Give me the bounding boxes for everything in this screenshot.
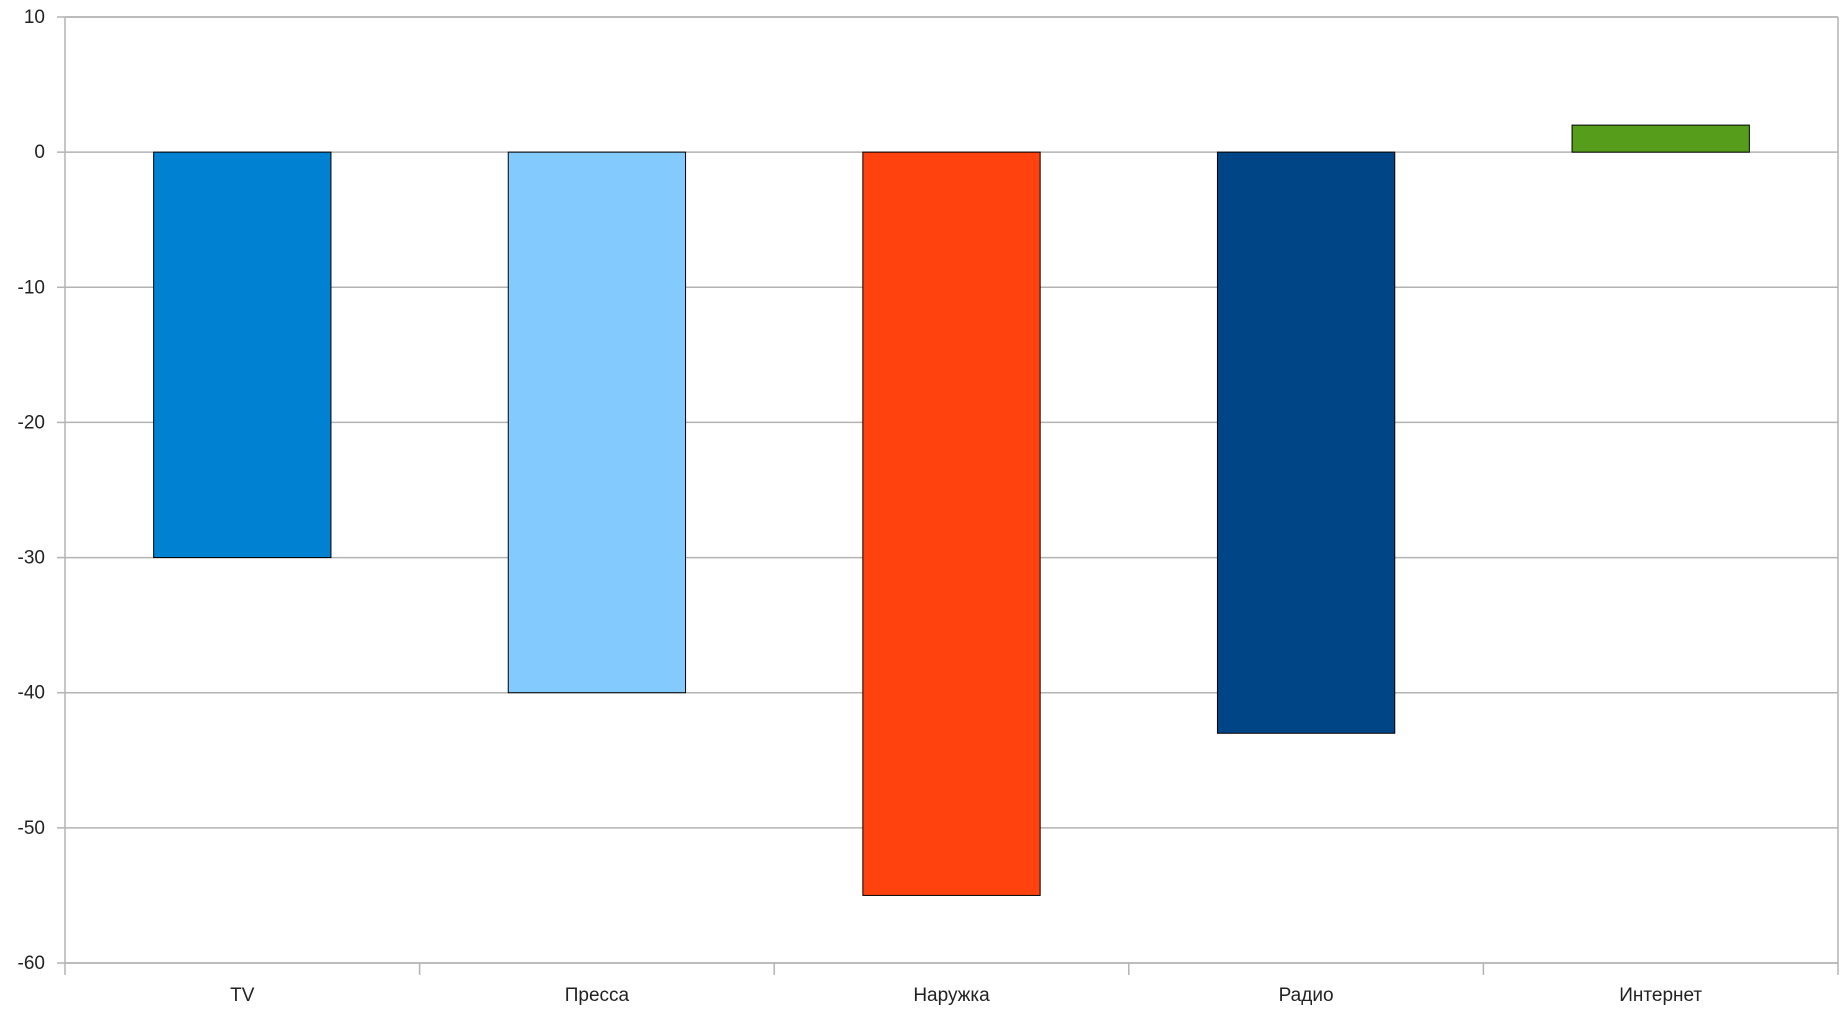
bar-2: [862, 151, 1041, 896]
y-tick-label: -10: [18, 277, 45, 298]
bar-0: [153, 151, 332, 559]
bar-3: [1216, 151, 1396, 734]
x-tick-labels: TV Пресса Наружка Радио Интернет: [230, 985, 1702, 1006]
y-tick-label: -30: [18, 548, 45, 569]
y-tick-label: -60: [18, 953, 45, 974]
bar-4: [1571, 124, 1750, 153]
x-tick-label: Интернет: [1619, 985, 1702, 1006]
x-tick-label: Пресса: [565, 985, 630, 1006]
bars: [153, 124, 1750, 896]
y-tick-label: 0: [34, 142, 45, 163]
y-tick-labels: 10 0 -10 -20 -30 -40 -50 -60: [18, 7, 45, 974]
y-tick-label: -20: [18, 412, 45, 433]
x-tick-label: TV: [230, 985, 255, 1006]
x-tick-label: Радио: [1279, 985, 1334, 1006]
axes: [57, 16, 1839, 975]
y-tick-label: 10: [24, 7, 45, 28]
bar-1: [507, 151, 687, 694]
x-tick-label: Наружка: [913, 985, 990, 1006]
y-tick-label: -40: [18, 683, 45, 704]
y-tick-label: -50: [18, 818, 45, 839]
